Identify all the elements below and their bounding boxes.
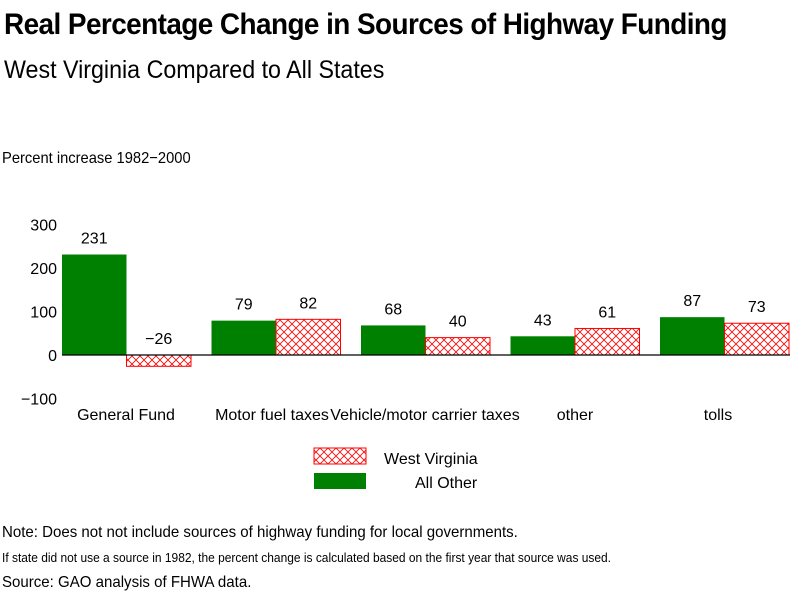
- bar-value-label: 61: [598, 304, 616, 321]
- footnote-source: Source: GAO analysis of FHWA data.: [2, 574, 252, 591]
- bar-value-label: 87: [683, 293, 701, 310]
- legend-label-west-virginia: West Virginia: [384, 451, 478, 468]
- bar-all-other: [211, 320, 276, 355]
- bar-value-label: 73: [748, 299, 766, 316]
- x-category-label: other: [557, 407, 594, 424]
- bar-west-virginia: [126, 354, 192, 367]
- legend-label-all-other: All Other: [415, 475, 478, 492]
- bar-value-labels: 231 −26 79 82 68 40 43 61 87 73: [81, 231, 766, 348]
- x-category-label: General Fund: [77, 407, 175, 424]
- bar-value-label: 40: [449, 314, 467, 331]
- bar-west-virginia: [574, 327, 640, 356]
- y-tick-label: 300: [30, 218, 57, 235]
- legend-swatch-west-virginia: [313, 447, 367, 465]
- bar-value-label: 68: [384, 301, 402, 318]
- y-tick-label: 200: [30, 261, 57, 278]
- x-category-label: Motor fuel taxes: [215, 407, 329, 424]
- legend-swatch-all-other: [314, 473, 366, 489]
- legend: West Virginia All Other: [313, 447, 478, 492]
- bar-value-label: 82: [299, 295, 317, 312]
- bar-all-other: [510, 336, 575, 355]
- bar-west-virginia: [275, 318, 341, 356]
- y-axis-label: Percent increase 1982−2000: [2, 150, 191, 167]
- y-axis-ticks: 300 200 100 0 −100: [21, 218, 57, 409]
- chart-subtitle: West Virginia Compared to All States: [4, 56, 385, 84]
- x-category-label: Vehicle/motor carrier taxes: [330, 407, 519, 424]
- bar-value-label: 43: [534, 312, 552, 329]
- bar-value-label: −26: [145, 331, 172, 348]
- y-tick-label: −100: [21, 392, 57, 409]
- y-tick-label: 0: [48, 348, 57, 365]
- footnote-caveat: If state did not use a source in 1982, t…: [2, 550, 612, 565]
- bars: [62, 254, 790, 367]
- bar-value-label: 79: [235, 297, 253, 314]
- bar-all-other: [62, 254, 127, 355]
- chart-title: Real Percentage Change in Sources of Hig…: [4, 8, 727, 41]
- footnote-note: Note: Does not not include sources of hi…: [2, 524, 518, 541]
- bar-all-other: [660, 317, 725, 355]
- bar-west-virginia: [425, 337, 491, 356]
- bar-value-label: 231: [81, 231, 108, 248]
- x-category-label: tolls: [704, 407, 732, 424]
- x-axis-labels: General Fund Motor fuel taxes Vehicle/moto…: [77, 407, 732, 424]
- y-tick-label: 100: [30, 305, 57, 322]
- bar-west-virginia: [724, 322, 790, 356]
- bar-all-other: [361, 325, 426, 355]
